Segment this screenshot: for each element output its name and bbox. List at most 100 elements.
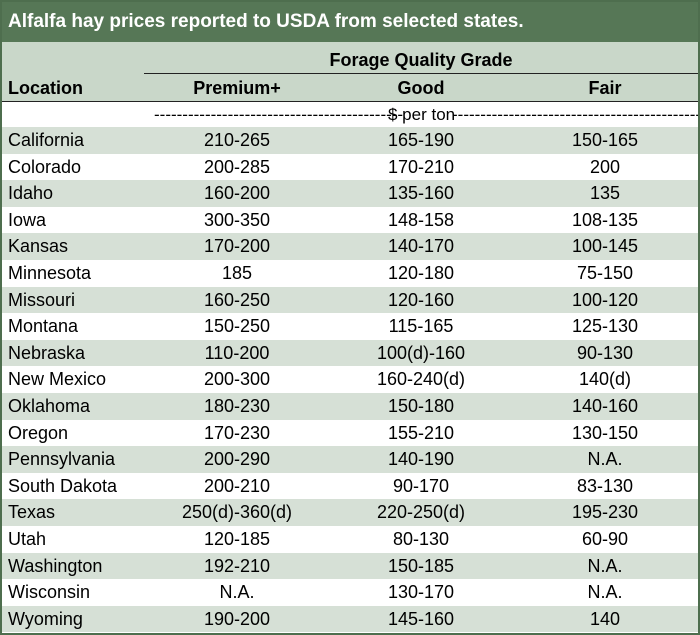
table-row: Washington 192-210 150-185 N.A. [2, 552, 698, 580]
table-row: Oklahoma 180-230 150-180 140-160 [2, 392, 698, 420]
location-cell: California [8, 130, 85, 150]
location-cell: Iowa [8, 209, 47, 230]
fair-cell: N.A. [587, 582, 623, 603]
table-row: Idaho 160-200 135-160 135 [2, 180, 698, 207]
good-cell: 140-190 [387, 449, 455, 470]
fair-cell: 140 [589, 608, 621, 629]
fair-cell: 108-135 [571, 209, 639, 230]
table-body: California 210-265 165-190 150-165 Colorado 2… [2, 127, 698, 633]
table-row: Nebraska 110-200 100(d)-160 90-130 [2, 339, 698, 367]
fair-cell: 100-145 [571, 236, 639, 257]
table-row: Iowa 300-350 148-158 108-135 [2, 207, 698, 234]
table-title: Alfalfa hay prices reported to USDA from… [2, 2, 698, 42]
forage-quality-grade-heading: Forage Quality Grade [329, 50, 513, 70]
table-row: Texas 250(d)-360(d) 220-250(d) 195-230 [2, 499, 698, 526]
good-cell: 90-170 [392, 475, 450, 496]
premium-cell: 170-200 [203, 236, 271, 257]
units-dashes-left: ----------------------------------------… [154, 105, 404, 124]
premium-cell: 120-185 [203, 528, 271, 549]
good-cell: 145-160 [387, 608, 455, 629]
units-row: ----------------------------------------… [2, 103, 698, 127]
fair-cell: 75-150 [576, 262, 634, 283]
good-cell: 170-210 [387, 156, 455, 177]
good-cell: 120-160 [387, 289, 455, 310]
table-row: Oregon 170-230 155-210 130-150 [2, 420, 698, 447]
good-cell: 130-170 [387, 582, 455, 603]
premium-cell: 200-285 [203, 156, 271, 177]
premium-cell: 160-200 [203, 183, 271, 204]
premium-cell: 200-290 [203, 449, 271, 470]
premium-cell: 150-250 [203, 316, 271, 337]
table-row: New Mexico 200-300 160-240(d) 140(d) [2, 366, 698, 393]
good-cell: 150-185 [387, 555, 455, 576]
units-label: $ per ton [388, 105, 456, 124]
premium-cell: N.A. [219, 582, 255, 603]
location-cell: Nebraska [8, 342, 86, 363]
good-cell: 165-190 [387, 130, 455, 150]
good-cell: 150-180 [387, 395, 455, 416]
premium-cell: 250(d)-360(d) [181, 502, 293, 523]
table-row: Wisconsin N.A. 130-170 N.A. [2, 579, 698, 606]
good-cell: 80-130 [392, 528, 450, 549]
premium-cell: 110-200 [204, 342, 270, 363]
location-cell: Missouri [8, 289, 76, 310]
table-header: Forage Quality Grade Location Premium+ G… [2, 42, 698, 102]
premium-cell: 185 [221, 262, 253, 283]
location-cell: Utah [8, 528, 47, 549]
good-cell: 100(d)-160 [376, 342, 466, 363]
location-column-header: Location [8, 78, 83, 98]
table-row: Minnesota 185 120-180 75-150 [2, 260, 698, 287]
premium-cell: 190-200 [203, 608, 271, 629]
location-cell: Wyoming [8, 608, 83, 629]
premium-column-header: Premium+ [193, 78, 281, 98]
good-cell: 135-160 [387, 183, 455, 204]
fair-cell: 60-90 [581, 528, 629, 549]
table-row: Colorado 200-285 170-210 200 [2, 154, 698, 181]
location-cell: Kansas [8, 236, 69, 257]
good-cell: 120-180 [387, 262, 455, 283]
premium-cell: 300-350 [203, 209, 271, 230]
fair-cell: 140-160 [571, 395, 639, 416]
good-column-header: Good [397, 78, 445, 98]
premium-cell: 170-230 [203, 422, 271, 443]
location-cell: Idaho [8, 183, 54, 204]
premium-cell: 200-300 [203, 369, 271, 390]
good-cell: 220-250(d) [376, 502, 466, 523]
header-group-rule [144, 73, 698, 74]
header-bottom-rule [2, 101, 698, 102]
premium-cell: 180-230 [203, 395, 271, 416]
good-cell: 115-165 [388, 316, 454, 337]
fair-cell: 150-165 [571, 130, 639, 150]
location-cell: Texas [8, 502, 56, 523]
fair-cell: 140(d) [578, 369, 632, 390]
table-row: Utah 120-185 80-130 60-90 [2, 526, 698, 553]
table-row: Pennsylvania 200-290 140-190 N.A. [2, 446, 698, 473]
premium-cell: 210-265 [203, 130, 271, 150]
fair-cell: 130-150 [571, 422, 639, 443]
premium-cell: 160-250 [203, 289, 271, 310]
fair-cell: 90-130 [576, 342, 634, 363]
table-row: California 210-265 165-190 150-165 [2, 127, 698, 154]
table-row: South Dakota 200-210 90-170 83-130 [2, 473, 698, 500]
table-row: Missouri 160-250 120-160 100-120 [2, 286, 698, 314]
fair-cell: 195-230 [571, 502, 639, 523]
table-row: Kansas 170-200 140-170 100-145 [2, 233, 698, 260]
location-cell: South Dakota [8, 475, 118, 496]
fair-cell: 135 [589, 183, 621, 204]
location-cell: Oklahoma [8, 395, 91, 416]
fair-cell: N.A. [587, 555, 623, 576]
fair-cell: N.A. [587, 449, 623, 470]
fair-cell: 125-130 [571, 316, 639, 337]
good-cell: 148-158 [387, 209, 455, 230]
location-cell: New Mexico [8, 369, 107, 390]
table-row: Montana 150-250 115-165 125-130 [2, 313, 698, 340]
location-cell: Washington [8, 555, 103, 576]
fair-cell: 100-120 [571, 289, 639, 310]
location-cell: Minnesota [8, 262, 92, 283]
location-cell: Pennsylvania [8, 449, 116, 470]
location-cell: Oregon [8, 422, 69, 443]
location-cell: Colorado [8, 156, 82, 177]
premium-cell: 192-210 [203, 555, 271, 576]
location-cell: Wisconsin [8, 582, 91, 603]
